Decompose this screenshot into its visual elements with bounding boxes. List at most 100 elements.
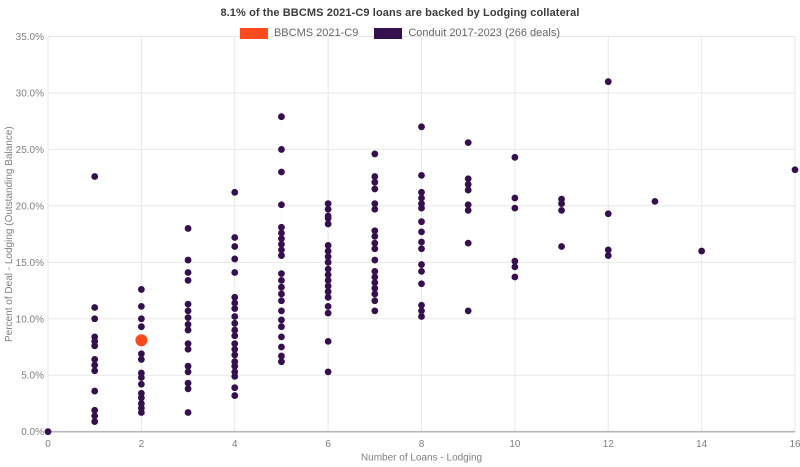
data-point-conduit[interactable] bbox=[231, 293, 239, 301]
data-point-conduit[interactable] bbox=[137, 356, 145, 363]
data-point-conduit[interactable] bbox=[278, 146, 285, 153]
data-point-conduit[interactable] bbox=[91, 412, 99, 420]
data-point-conduit[interactable] bbox=[91, 367, 99, 375]
data-point-conduit[interactable] bbox=[231, 332, 239, 340]
data-point-conduit[interactable] bbox=[184, 340, 192, 348]
data-point-conduit[interactable] bbox=[278, 343, 285, 351]
data-point-conduit[interactable] bbox=[184, 368, 192, 376]
legend-item-bbcms[interactable]: BBCMS 2021-C9 bbox=[239, 27, 358, 39]
data-point-conduit[interactable] bbox=[324, 205, 332, 213]
data-point-conduit[interactable] bbox=[511, 153, 519, 161]
data-point-conduit[interactable] bbox=[278, 290, 285, 298]
data-point-conduit[interactable] bbox=[371, 173, 379, 180]
data-point-conduit[interactable] bbox=[137, 286, 145, 293]
data-point-conduit[interactable] bbox=[278, 270, 285, 278]
data-point-conduit[interactable] bbox=[231, 255, 239, 263]
data-point-conduit[interactable] bbox=[91, 356, 99, 363]
data-point-conduit[interactable] bbox=[324, 309, 332, 317]
data-point-conduit[interactable] bbox=[278, 283, 285, 291]
data-point-conduit[interactable] bbox=[371, 185, 379, 193]
data-point-conduit[interactable] bbox=[278, 168, 285, 176]
data-point-conduit[interactable] bbox=[324, 276, 332, 284]
data-point-conduit[interactable] bbox=[137, 374, 145, 381]
data-point-conduit[interactable] bbox=[371, 150, 379, 158]
data-point-conduit[interactable] bbox=[511, 194, 519, 202]
data-point-conduit[interactable] bbox=[324, 214, 332, 222]
data-point-conduit[interactable] bbox=[278, 333, 285, 341]
data-point-conduit[interactable] bbox=[324, 220, 332, 228]
data-point-conduit[interactable] bbox=[371, 290, 379, 298]
data-point-conduit[interactable] bbox=[371, 232, 379, 240]
data-point-conduit[interactable] bbox=[464, 186, 472, 194]
data-point-conduit[interactable] bbox=[464, 181, 472, 188]
data-point-conduit[interactable] bbox=[324, 200, 332, 208]
data-point-conduit[interactable] bbox=[278, 352, 285, 360]
data-point-conduit[interactable] bbox=[371, 239, 379, 247]
data-point-conduit[interactable] bbox=[231, 362, 239, 370]
data-point-conduit[interactable] bbox=[604, 252, 612, 259]
data-point-conduit[interactable] bbox=[231, 313, 239, 320]
data-point-conduit[interactable] bbox=[91, 361, 99, 369]
data-point-conduit[interactable] bbox=[464, 139, 472, 147]
data-point-conduit[interactable] bbox=[278, 246, 285, 254]
data-point-conduit[interactable] bbox=[231, 340, 239, 348]
data-point-conduit[interactable] bbox=[184, 256, 192, 264]
data-point-conduit[interactable] bbox=[371, 307, 379, 315]
data-point-conduit[interactable] bbox=[324, 265, 332, 273]
data-point-conduit[interactable] bbox=[278, 323, 285, 331]
data-point-conduit[interactable] bbox=[371, 284, 379, 292]
data-point-conduit[interactable] bbox=[278, 223, 285, 231]
data-point-conduit[interactable] bbox=[231, 305, 239, 313]
data-point-conduit[interactable] bbox=[371, 279, 379, 287]
data-point-conduit[interactable] bbox=[371, 200, 379, 208]
data-point-conduit[interactable] bbox=[464, 175, 472, 183]
data-point-conduit[interactable] bbox=[231, 372, 239, 380]
data-point-conduit[interactable] bbox=[278, 229, 285, 237]
data-point-conduit[interactable] bbox=[278, 316, 285, 324]
data-point-conduit[interactable] bbox=[324, 247, 332, 255]
data-point-conduit[interactable] bbox=[184, 307, 192, 315]
data-point-conduit[interactable] bbox=[418, 267, 425, 275]
data-point-conduit[interactable] bbox=[418, 171, 425, 179]
data-point-conduit[interactable] bbox=[418, 245, 425, 253]
data-point-conduit[interactable] bbox=[371, 267, 379, 275]
data-point-conduit[interactable] bbox=[418, 238, 425, 246]
data-point-conduit[interactable] bbox=[184, 314, 192, 322]
data-point-conduit[interactable] bbox=[278, 358, 285, 366]
data-point-conduit[interactable] bbox=[651, 197, 659, 205]
data-point-conduit[interactable] bbox=[91, 418, 99, 425]
data-point-conduit[interactable] bbox=[137, 380, 145, 388]
data-point-conduit[interactable] bbox=[418, 307, 425, 315]
data-point-conduit[interactable] bbox=[511, 257, 519, 265]
data-point-conduit[interactable] bbox=[511, 204, 519, 212]
data-point-conduit[interactable] bbox=[231, 326, 239, 334]
data-point-conduit[interactable] bbox=[278, 297, 285, 305]
data-point-conduit[interactable] bbox=[184, 326, 192, 334]
data-point-conduit[interactable] bbox=[324, 337, 332, 345]
data-point-conduit[interactable] bbox=[324, 302, 332, 310]
data-point-conduit[interactable] bbox=[278, 252, 285, 259]
data-point-conduit[interactable] bbox=[371, 297, 379, 305]
data-point-conduit[interactable] bbox=[791, 166, 799, 174]
data-point-conduit[interactable] bbox=[418, 280, 425, 288]
data-point-conduit[interactable] bbox=[91, 342, 99, 350]
data-point-conduit[interactable] bbox=[324, 241, 332, 249]
data-point-conduit[interactable] bbox=[231, 351, 239, 359]
data-point-conduit[interactable] bbox=[278, 276, 285, 284]
data-point-conduit[interactable] bbox=[137, 302, 145, 310]
data-point-conduit[interactable] bbox=[324, 293, 332, 301]
legend-item-conduit[interactable]: Conduit 2017-2023 (266 deals) bbox=[374, 27, 560, 39]
data-point-conduit[interactable] bbox=[371, 205, 379, 213]
data-point-conduit[interactable] bbox=[324, 368, 332, 376]
data-point-conduit[interactable] bbox=[371, 227, 379, 235]
data-point-conduit[interactable] bbox=[511, 273, 519, 281]
data-point-conduit[interactable] bbox=[418, 188, 425, 196]
data-point-conduit[interactable] bbox=[604, 246, 612, 254]
data-point-conduit[interactable] bbox=[91, 387, 99, 395]
data-point-conduit[interactable] bbox=[418, 313, 425, 320]
data-point-conduit[interactable] bbox=[418, 204, 425, 212]
data-point-conduit[interactable] bbox=[418, 218, 425, 226]
data-point-conduit[interactable] bbox=[231, 392, 239, 399]
data-point-conduit[interactable] bbox=[231, 188, 239, 196]
data-point-conduit[interactable] bbox=[184, 269, 192, 276]
